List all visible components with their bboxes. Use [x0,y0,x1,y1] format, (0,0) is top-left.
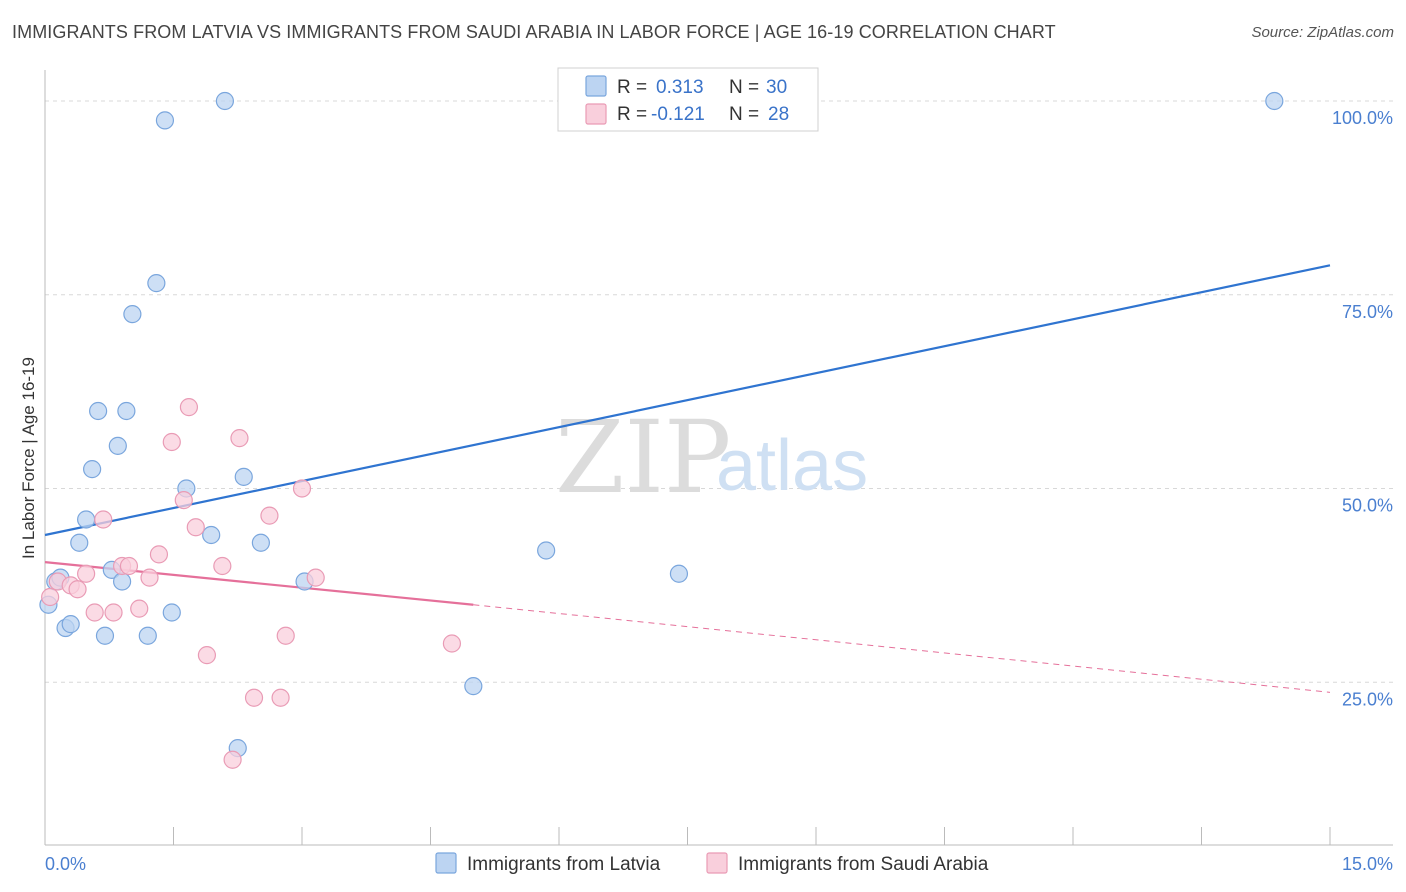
point-latvia-21 [215,91,234,111]
point-saudi-26 [306,568,325,587]
legend-swatch-latvia [585,75,607,97]
point-latvia-9 [95,626,115,645]
x-tick-label-max: 15.0% [1342,854,1393,874]
point-latvia-15 [138,626,157,645]
bottom-legend: Immigrants from Latvia Immigrants from S… [435,852,989,875]
point-latvia-27 [537,541,556,560]
point-saudi-14 [174,491,193,510]
point-latvia-11 [108,436,127,455]
legend-swatch-saudi [585,103,607,125]
trend-line-latvia [44,264,1331,537]
point-saudi-13 [162,432,181,452]
point-saudi-23 [271,688,290,707]
y-tick-label-75: 75.0% [1342,302,1393,322]
point-saudi-22 [260,506,279,525]
watermark-zip: ZIP [555,399,731,516]
watermark-atlas: atlas [716,426,868,506]
legend-r-value-saudi: -0.121 [651,104,705,125]
y-tick-label-100: 100.0% [1332,108,1393,128]
legend-n-value-saudi: 28 [768,104,789,125]
legend-r-label-saudi: R = [617,104,647,125]
y-axis-title: In Labor Force | Age 16-19 [19,357,38,559]
point-latvia-6 [77,510,96,529]
gridlines [45,100,1393,683]
point-saudi-12 [149,545,169,564]
point-latvia-28 [669,564,689,583]
bottom-legend-saudi: Immigrants from Saudi Arabia [738,854,989,875]
point-saudi-11 [140,568,159,587]
y-tick-labels: 25.0% 50.0% 75.0% 100.0% [1332,108,1393,709]
point-saudi-21 [244,688,264,707]
point-latvia-20 [202,525,221,545]
point-saudi-4 [77,564,96,583]
point-saudi-27 [442,634,462,653]
point-saudi-10 [130,599,149,618]
point-saudi-18 [213,556,232,576]
x-tick-label-min: 0.0% [45,854,86,874]
legend-r-value-latvia: 0.313 [656,77,704,98]
legend-n-label-latvia: N = [729,77,759,98]
point-saudi-24 [276,626,295,645]
y-tick-label-25: 25.0% [1342,689,1393,709]
point-saudi-3 [68,580,87,599]
point-saudi-6 [94,510,113,529]
legend-box: R = 0.313 N = 30 R = -0.121 N = 28 [557,67,819,132]
point-saudi-17 [197,646,217,665]
point-saudi-0 [41,587,60,607]
source-label: Source: ZipAtlas.com [1251,24,1394,41]
axes [44,70,1393,846]
point-latvia-18 [162,603,181,622]
point-saudi-20 [230,429,249,448]
point-latvia-24 [251,533,270,552]
point-saudi-7 [104,603,123,622]
x-ticks [173,827,1331,845]
point-latvia-7 [83,460,102,479]
point-latvia-13 [117,401,136,421]
point-saudi-25 [292,479,312,498]
point-latvia-29 [1265,91,1284,111]
legend-n-value-latvia: 30 [766,77,787,98]
point-saudi-5 [85,603,104,622]
point-latvia-14 [123,305,142,324]
legend-r-label-latvia: R = [617,77,647,98]
bottom-legend-swatch-saudi [706,852,728,874]
point-saudi-9 [119,556,139,576]
chart-title: IMMIGRANTS FROM LATVIA VS IMMIGRANTS FRO… [12,22,1056,42]
point-latvia-16 [147,274,166,293]
point-saudi-15 [179,398,199,417]
bottom-legend-latvia: Immigrants from Latvia [467,854,661,875]
data-points [39,91,1284,769]
point-latvia-8 [89,401,108,421]
point-latvia-17 [155,111,175,130]
point-latvia-26 [464,677,483,696]
point-latvia-5 [70,533,89,552]
legend-n-label-saudi: N = [729,104,759,125]
point-latvia-4 [61,615,80,634]
point-saudi-16 [186,518,205,537]
point-latvia-23 [234,467,253,486]
trend-line-saudi-extrapolated [473,604,1331,693]
bottom-legend-swatch-latvia [435,852,457,874]
point-latvia-12 [112,572,132,591]
point-saudi-19 [223,750,242,769]
y-tick-label-50: 50.0% [1342,496,1393,516]
